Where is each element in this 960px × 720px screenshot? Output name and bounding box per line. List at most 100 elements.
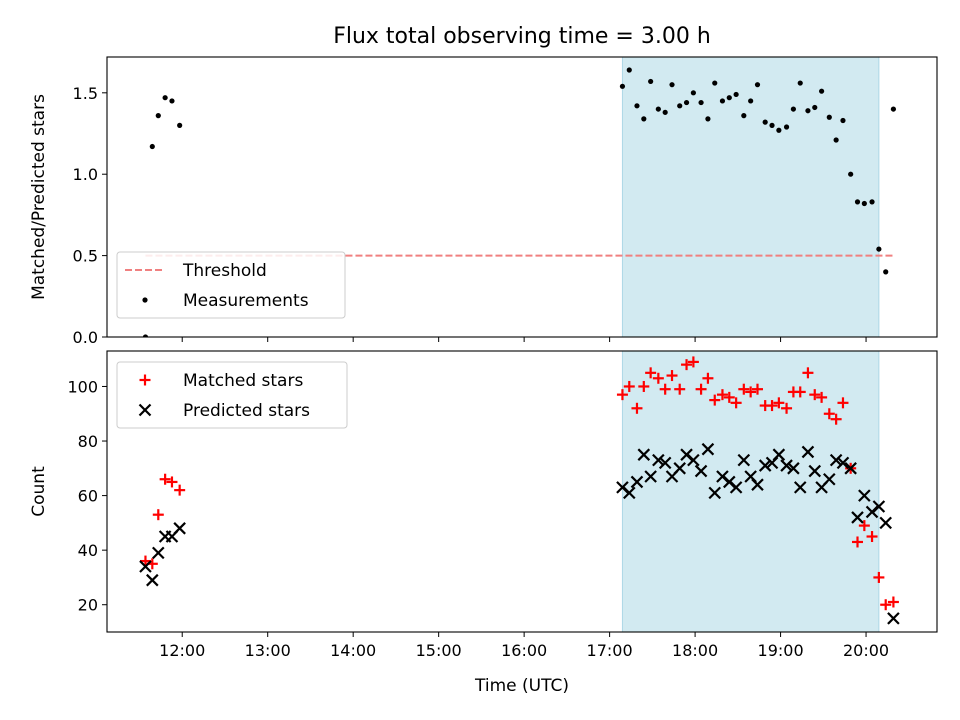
x-tick-label: 14:00 xyxy=(330,641,376,660)
predicted-point-1-b xyxy=(146,573,159,587)
measurement-point-9 xyxy=(641,116,647,122)
measurement-point-6 xyxy=(619,83,626,89)
x-tick-label: 19:00 xyxy=(758,641,804,660)
predicted-point-31-b xyxy=(793,481,807,494)
measurement-point-42 xyxy=(876,246,882,252)
measurement-point-11 xyxy=(655,106,661,112)
predicted-point-2-b xyxy=(152,546,165,560)
x-tick-label: 18:00 xyxy=(672,641,718,660)
measurement-point-2 xyxy=(155,113,161,119)
predicted-point-10-b xyxy=(644,470,657,483)
chart-title: Flux total observing time = 3.00 h xyxy=(333,24,711,49)
predicted-point-38-b xyxy=(844,462,857,475)
predicted-point-6-b xyxy=(616,481,629,494)
measurement-point-24 xyxy=(748,98,754,104)
predicted-point-30-b xyxy=(787,462,800,475)
legend-measurement-swatch xyxy=(142,297,148,303)
y-tick-label: 40 xyxy=(78,541,98,560)
measurement-point-29 xyxy=(783,124,790,130)
predicted-point-14-b xyxy=(673,462,686,475)
measurement-point-37 xyxy=(840,117,846,124)
predicted-point-19-b xyxy=(708,486,722,500)
predicted-point-11-b xyxy=(652,453,665,467)
measurement-point-17 xyxy=(698,99,704,106)
measurement-point-0 xyxy=(142,334,149,337)
predicted-point-40-b xyxy=(858,489,871,502)
y-tick-label: 80 xyxy=(78,432,98,451)
legend-predicted-swatch-b xyxy=(138,403,152,417)
measurement-point-27 xyxy=(769,122,775,128)
x-tick-label: 15:00 xyxy=(416,641,462,660)
x-tick-label: 13:00 xyxy=(245,641,291,660)
y-tick-label: 1.0 xyxy=(73,165,98,184)
predicted-point-23-b xyxy=(737,453,751,467)
predicted-point-12-b xyxy=(658,456,672,470)
measurement-point-22 xyxy=(733,91,739,98)
predicted-point-5-b xyxy=(173,522,186,535)
measurement-point-20 xyxy=(719,98,726,104)
measurement-point-31 xyxy=(797,80,803,86)
measurement-point-39 xyxy=(854,199,861,205)
measurement-point-23 xyxy=(741,113,747,119)
predicted-point-33-b xyxy=(808,464,822,478)
predicted-point-21-b xyxy=(723,475,736,489)
legend-label: Measurements xyxy=(183,291,309,311)
measurement-point-16 xyxy=(690,90,696,96)
measurement-point-21 xyxy=(726,95,732,101)
measurement-point-34 xyxy=(819,88,825,94)
axes-frame xyxy=(106,56,938,338)
measurement-point-18 xyxy=(705,116,711,122)
predicted-point-18-b xyxy=(701,442,715,456)
predicted-point-16-b xyxy=(687,453,700,467)
legend-box xyxy=(116,251,346,319)
predicted-point-8-b xyxy=(630,475,644,489)
measurement-point-3 xyxy=(162,95,168,101)
predicted-point-42-b xyxy=(872,500,886,513)
legend: Threshold Measurements xyxy=(116,251,346,319)
measurement-point-13 xyxy=(669,82,675,88)
measurement-point-33 xyxy=(812,104,818,111)
series-predicted-stars xyxy=(139,442,900,625)
x-tick-label: 20:00 xyxy=(843,641,889,660)
predicted-point-39-b xyxy=(851,511,864,524)
x-tick-label: 16:00 xyxy=(501,641,547,660)
measurement-point-30 xyxy=(790,106,796,112)
measurement-point-19 xyxy=(712,80,718,86)
y-tick-label: 0.5 xyxy=(73,247,98,266)
y-tick-label: 1.5 xyxy=(73,84,98,103)
measurement-point-28 xyxy=(776,127,782,133)
measurement-point-7 xyxy=(626,67,632,73)
series-measurements xyxy=(142,67,897,337)
x-axis-label: Time (UTC) xyxy=(474,676,569,696)
predicted-point-0-b xyxy=(139,560,152,573)
measurement-point-36 xyxy=(833,137,839,143)
measurement-point-4 xyxy=(169,98,175,104)
measurement-point-15 xyxy=(683,99,690,106)
predicted-point-36-b xyxy=(829,453,843,467)
measurement-point-25 xyxy=(754,82,761,88)
observing-interval-shade xyxy=(621,57,880,337)
predicted-point-7-b xyxy=(622,486,636,500)
measurement-point-26 xyxy=(762,119,768,125)
y-tick-label: 20 xyxy=(78,596,98,615)
plot-area xyxy=(139,351,900,632)
y-axis-label: Matched/Predicted stars xyxy=(29,94,49,300)
y-tick-label: 100 xyxy=(67,377,98,396)
ratio-panel: 0.0 0.5 1.0 1.5 Matched/Predicted stars Thres… xyxy=(29,56,938,347)
predicted-point-29-b xyxy=(780,459,793,472)
measurement-point-12 xyxy=(662,109,668,115)
predicted-point-32-b xyxy=(801,445,815,459)
measurement-point-38 xyxy=(848,171,854,177)
legend-box xyxy=(116,361,348,429)
plot-area xyxy=(142,57,897,337)
predicted-point-24-b xyxy=(744,470,757,483)
x-tick-label: 12:00 xyxy=(159,641,205,660)
measurement-point-14 xyxy=(677,103,683,109)
measurement-point-40 xyxy=(861,200,867,207)
legend: Matched stars Predicted stars xyxy=(116,361,348,429)
axes-frame xyxy=(106,350,938,633)
y-tick-label: 0.0 xyxy=(73,328,98,347)
y-axis-label: Count xyxy=(29,466,49,517)
predicted-point-26-b xyxy=(758,459,772,472)
